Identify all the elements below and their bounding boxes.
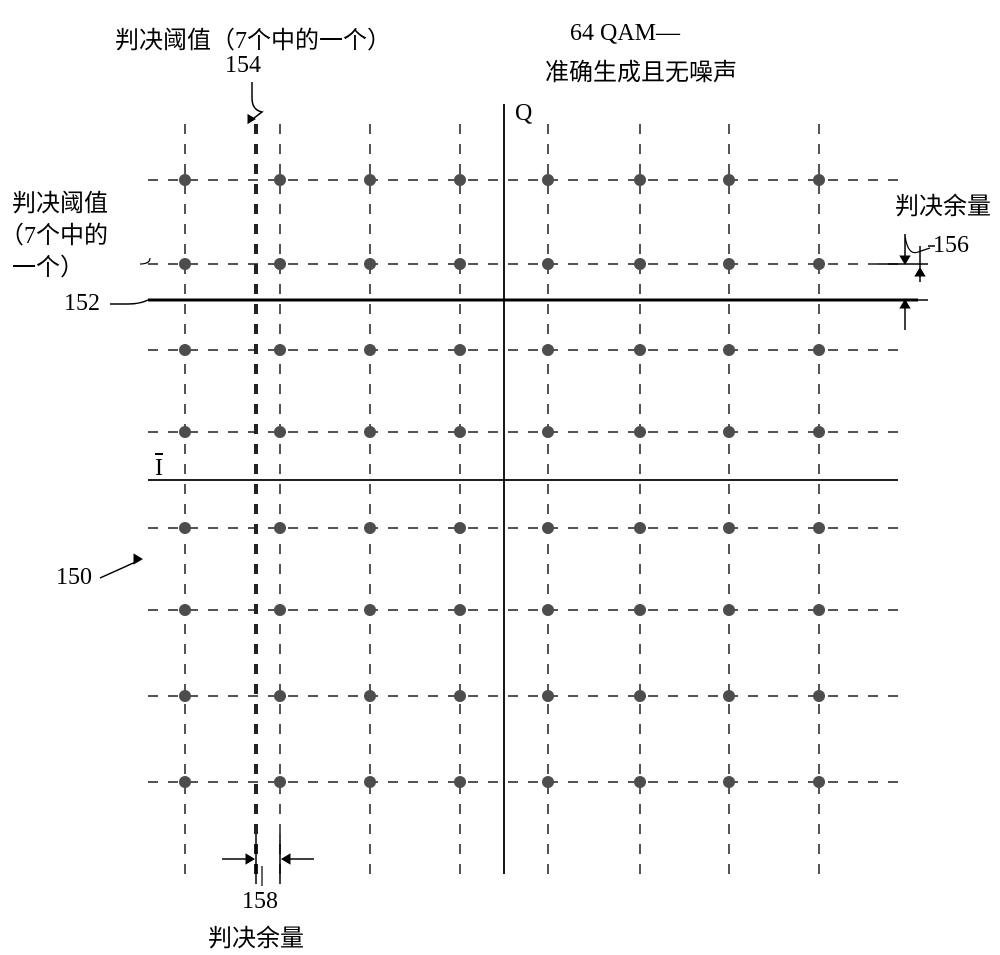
qam-constellation-diagram: [0, 0, 1000, 955]
